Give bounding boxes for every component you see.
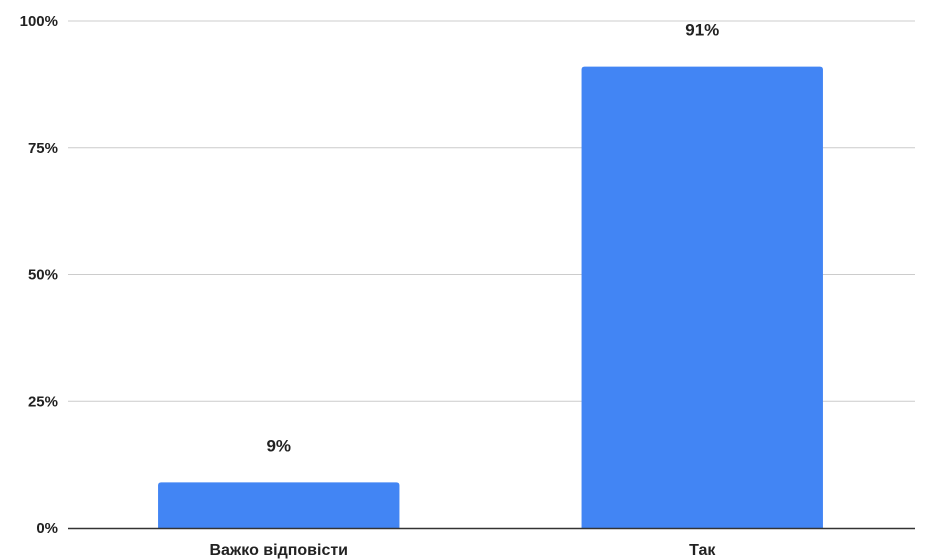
y-tick-label-25: 25% <box>28 393 58 410</box>
y-tick-label-0: 0% <box>36 520 58 537</box>
data-label-так: 91% <box>685 21 719 40</box>
y-tick-label-50: 50% <box>28 267 58 284</box>
x-tick-label-так: Так <box>689 542 716 559</box>
bars <box>158 66 823 528</box>
y-tick-label-100: 100% <box>20 13 58 30</box>
bar-важко-відповісти <box>158 482 400 528</box>
bar-так <box>581 66 823 528</box>
data-label-важко-відповісти: 9% <box>266 436 291 455</box>
y-tick-label-75: 75% <box>28 140 58 157</box>
x-tick-label-важко-відповісти: Важко відповісти <box>209 542 348 559</box>
data-labels: 9% 91% <box>266 21 719 456</box>
y-axis-ticks: 0% 25% 50% 75% 100% <box>20 13 58 537</box>
x-axis-categories: Важко відповісти Так <box>209 542 716 559</box>
